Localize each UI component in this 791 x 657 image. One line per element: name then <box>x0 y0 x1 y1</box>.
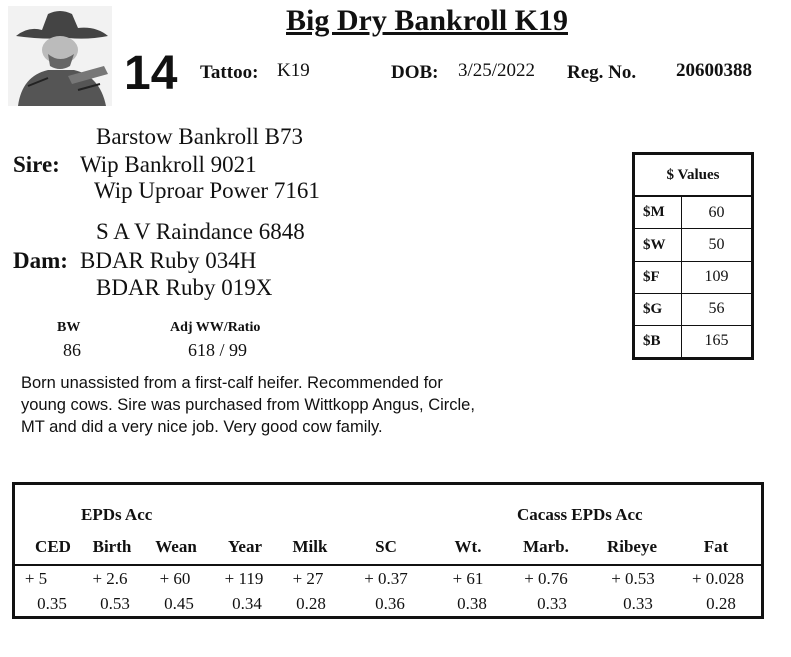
epd-section-heading: EPDs Acc <box>81 505 153 524</box>
dam-label: Dam: <box>13 248 68 273</box>
dam-sire: S A V Raindance 6848 <box>96 219 305 244</box>
lot-number: 14 <box>124 47 178 100</box>
epd-col-header: Birth <box>92 537 132 556</box>
sire-label: Sire: <box>13 152 60 177</box>
epd-col-header: Fat <box>703 537 729 556</box>
epd-value: + 61 <box>452 569 484 588</box>
table-row: $F 109 <box>634 260 752 294</box>
animal-notes: Born unassisted from a first-calf heifer… <box>21 374 475 436</box>
epd-value: + 2.6 <box>92 569 128 588</box>
accuracy-value: 0.33 <box>623 594 653 613</box>
sire-sire: Barstow Bankroll B73 <box>96 124 303 149</box>
epd-col-header: Marb. <box>523 537 569 556</box>
epd-col-header: SC <box>375 537 397 556</box>
dam-dam: BDAR Ruby 019X <box>96 275 273 300</box>
epd-value: + 5 <box>24 569 48 588</box>
index-value: 60 <box>681 195 752 230</box>
accuracy-value: 0.28 <box>706 594 736 613</box>
epd-col-header: Milk <box>292 537 328 556</box>
accuracy-value: 0.35 <box>37 594 67 613</box>
index-label: $G <box>634 292 682 326</box>
ww-value: 618 / 99 <box>188 340 248 360</box>
epd-divider <box>15 564 761 566</box>
sire-name: Wip Bankroll 9021 <box>80 152 257 177</box>
index-value: 56 <box>681 292 752 326</box>
epd-col-header: Wean <box>155 537 197 556</box>
dam-name: BDAR Ruby 034H <box>80 248 257 273</box>
index-value: 50 <box>681 228 752 262</box>
accuracy-value: 0.45 <box>164 594 194 613</box>
reg-no-value: 20600388 <box>676 60 752 81</box>
tattoo-label: Tattoo: <box>200 62 259 83</box>
epd-value: + 60 <box>159 569 191 588</box>
cowboy-logo <box>8 6 112 106</box>
index-label: $M <box>634 195 682 230</box>
table-row: $G 56 <box>634 292 752 326</box>
table-row: $M 60 <box>634 195 752 230</box>
epd-col-header: Ribeye <box>606 537 658 556</box>
ww-label: Adj WW/Ratio <box>170 320 261 335</box>
epd-value: + 0.76 <box>524 569 568 588</box>
bw-label: BW <box>57 320 81 335</box>
epd-value: + 0.028 <box>691 569 745 588</box>
table-row: $W 50 <box>634 228 752 262</box>
table-row: $B 165 <box>634 324 752 359</box>
epd-value: + 0.37 <box>364 569 408 588</box>
sire-dam: Wip Uproar Power 7161 <box>94 178 320 203</box>
index-value: 165 <box>681 324 752 359</box>
index-value: 109 <box>681 260 752 294</box>
bw-value: 86 <box>63 340 81 360</box>
epd-col-header: Year <box>228 537 262 556</box>
accuracy-value: 0.34 <box>232 594 262 613</box>
dob-value: 3/25/2022 <box>458 60 536 81</box>
epd-value: + 27 <box>292 569 324 588</box>
carcass-epd-section-heading: Cacass EPDs Acc <box>517 505 643 524</box>
index-label: $W <box>634 228 682 262</box>
tattoo-value: K19 <box>277 60 310 81</box>
epd-value: + 119 <box>224 569 264 588</box>
animal-name-title: Big Dry Bankroll K19 <box>286 4 568 37</box>
index-label: $B <box>634 324 682 359</box>
epd-value: + 0.53 <box>611 569 655 588</box>
accuracy-value: 0.36 <box>375 594 405 613</box>
accuracy-value: 0.33 <box>537 594 567 613</box>
accuracy-value: 0.53 <box>100 594 130 613</box>
epd-col-header: Wt. <box>454 537 482 556</box>
reg-no-label: Reg. No. <box>567 62 637 83</box>
index-label: $F <box>634 260 682 294</box>
dollar-values-table: $ Values $M 60 $W 50 $F 109 $G 56 $B 165 <box>632 152 754 360</box>
accuracy-value: 0.38 <box>457 594 487 613</box>
accuracy-value: 0.28 <box>296 594 326 613</box>
dob-label: DOB: <box>391 62 439 83</box>
epd-table: EPDs Acc Cacass EPDs Acc CED Birth Wean … <box>12 482 764 619</box>
epd-col-header: CED <box>35 537 71 556</box>
dollar-values-title: $ Values <box>634 154 752 197</box>
